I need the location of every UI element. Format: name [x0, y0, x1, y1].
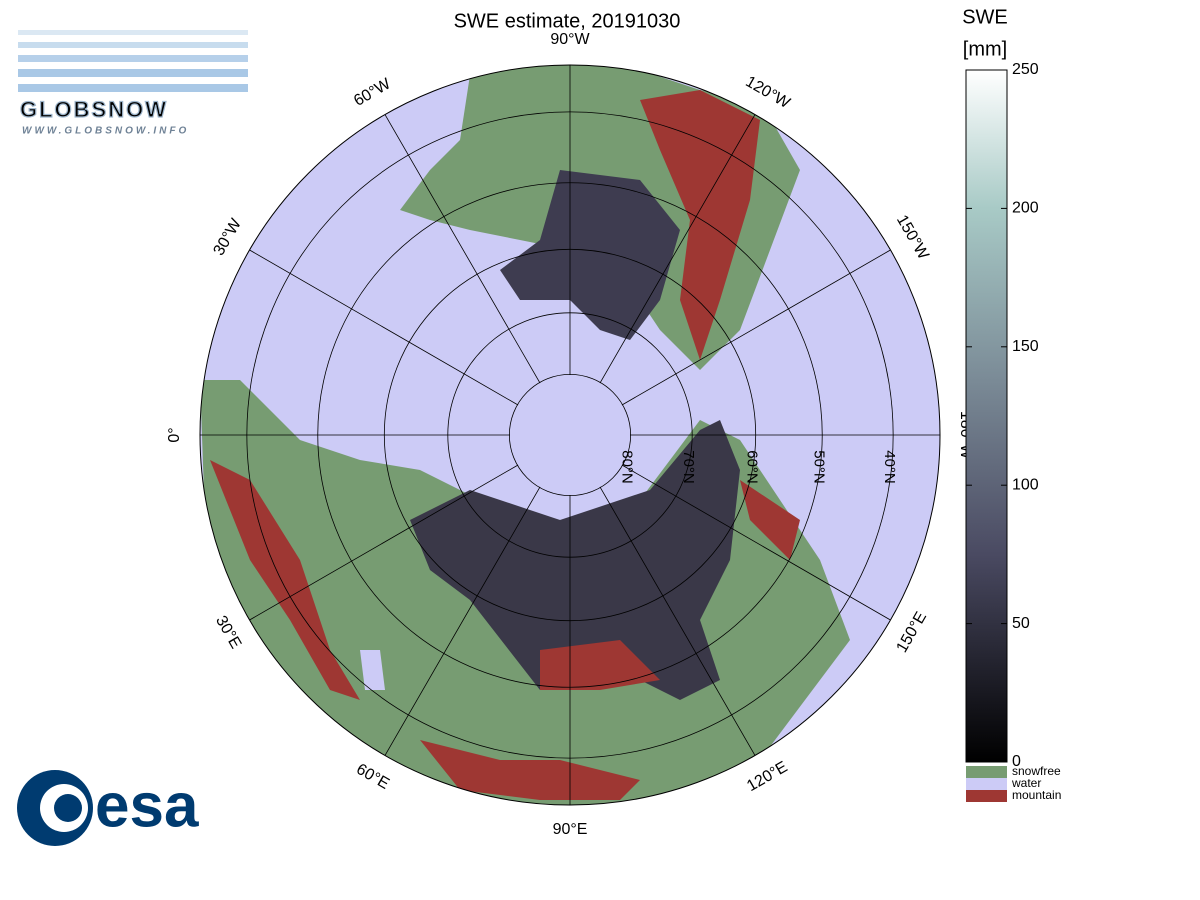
meridian-line — [249, 464, 519, 621]
meridian-line — [621, 249, 891, 406]
snow-cover — [410, 420, 740, 700]
meridian-label: 90°E — [553, 821, 588, 838]
meridian-line — [249, 249, 519, 406]
colorbar-unit: [mm] — [963, 38, 1007, 60]
meridian-label: 30°E — [212, 613, 244, 652]
meridian-label: 30°W — [210, 215, 245, 258]
parallel-label: 80°N — [619, 450, 636, 484]
parallel-label: 50°N — [810, 450, 827, 484]
parallel-label: 60°N — [744, 450, 761, 484]
globsnow-name: GLOBSNOW — [20, 97, 168, 122]
colorbar-tick-label: 200 — [1012, 200, 1039, 217]
legend-label: snowfree — [1012, 764, 1061, 778]
land-area — [210, 460, 360, 700]
meridian-line — [384, 486, 541, 756]
legend-swatch — [966, 766, 1007, 778]
colorbar-tick-label: 50 — [1012, 615, 1030, 632]
parallel-label: 40°N — [881, 450, 898, 484]
legend-swatch — [966, 778, 1007, 790]
colorbar-tick-label: 150 — [1012, 338, 1039, 355]
meridian-line — [599, 486, 756, 756]
meridian-line — [384, 114, 541, 384]
legend-label: mountain — [1012, 788, 1061, 802]
meridian-line — [621, 464, 891, 621]
globsnow-logo: GLOBSNOW WWW.GLOBSNOW.INFO — [18, 30, 248, 137]
meridian-label: 60°E — [353, 761, 392, 793]
meridian-line — [599, 114, 756, 384]
legend-label: water — [1011, 776, 1041, 790]
colorbar: SWE [mm] 0 50 100 150 200 250 snowfreewatermou… — [962, 6, 1061, 802]
land-area — [740, 480, 800, 560]
meridian-label: 60°W — [351, 75, 394, 110]
land-area — [360, 650, 385, 690]
meridian-label: 0° — [166, 427, 183, 442]
colorbar-tick-label: 0 — [1012, 753, 1021, 770]
meridian-label: 150°E — [894, 609, 931, 655]
meridian-label: 120°E — [744, 759, 790, 796]
colorbar-tick-label: 100 — [1012, 476, 1039, 493]
legend-swatch — [966, 790, 1007, 802]
colorbar-tick-label: 250 — [1012, 61, 1039, 78]
polar-map: 80°N 70°N 60°N 50°N 40°N90°W120°W150°W180°W1… — [166, 31, 974, 838]
colorbar-ramp — [965, 69, 1008, 763]
snow-cover — [500, 170, 680, 340]
parallel-label: 70°N — [680, 450, 697, 484]
land-area — [420, 740, 640, 800]
meridian-label: 90°W — [550, 31, 590, 48]
meridian-label: 150°W — [893, 212, 932, 263]
map-title: SWE estimate, 20191030 — [454, 10, 681, 32]
esa-name: esa — [95, 771, 199, 840]
colorbar-label: SWE — [962, 6, 1008, 28]
globsnow-url: WWW.GLOBSNOW.INFO — [22, 126, 189, 137]
meridian-label: 120°W — [743, 73, 794, 112]
land — [200, 65, 850, 805]
esa-logo: esa — [17, 770, 199, 846]
